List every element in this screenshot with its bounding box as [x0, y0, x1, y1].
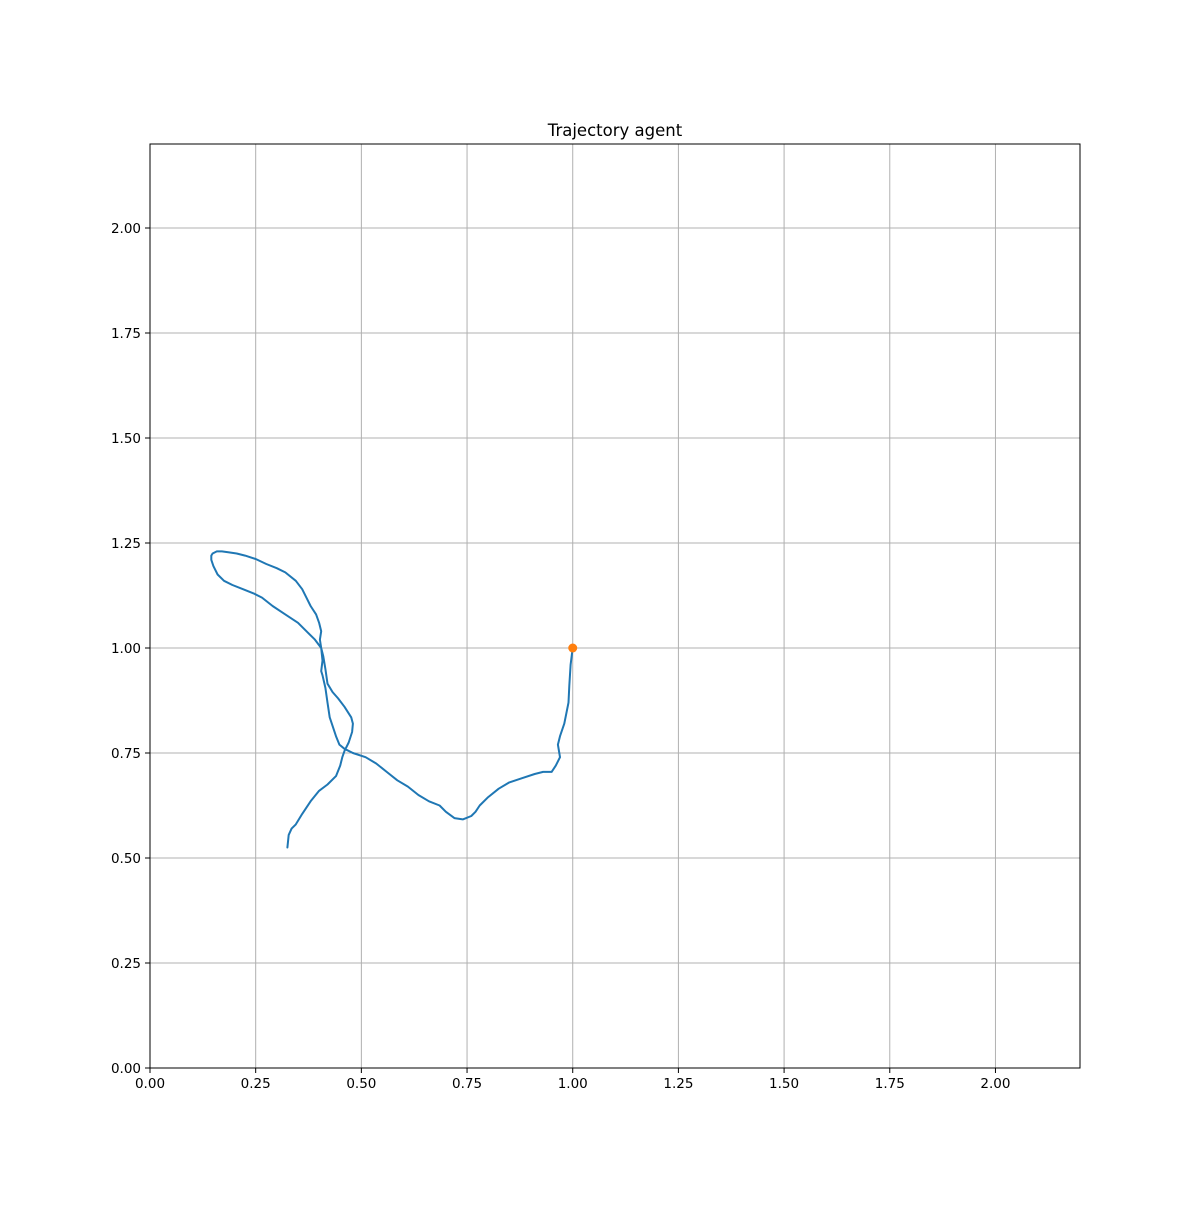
- y-tick-label: 0.50: [111, 851, 141, 867]
- chart-title: Trajectory agent: [547, 121, 683, 140]
- y-tick-label: 0.00: [111, 1061, 141, 1077]
- grid: [149, 144, 1080, 1069]
- y-tick-label: 1.50: [111, 431, 141, 447]
- axes-frame: [149, 143, 1081, 1069]
- x-tick-label: 1.75: [875, 1076, 905, 1092]
- x-tick-label: 0.50: [346, 1076, 376, 1092]
- x-tick-label: 2.00: [980, 1076, 1010, 1092]
- y-tick-label: 0.75: [111, 746, 141, 762]
- y-tick-label: 1.00: [111, 641, 141, 657]
- x-tick-label: 1.25: [663, 1076, 693, 1092]
- plot-data: [210, 550, 578, 849]
- y-tick-label: 2.00: [111, 221, 141, 237]
- x-tick-label: 0.25: [241, 1076, 271, 1092]
- ticks: 0.00 0.25 0.50 0.75 1.00 1.25 1.50 1.75 2.00 0.00…: [111, 221, 1011, 1092]
- trajectory-line: [210, 550, 574, 849]
- agent-position-point: [568, 643, 578, 653]
- y-tick-label: 0.25: [111, 956, 141, 972]
- x-tick-label: 0.75: [452, 1076, 482, 1092]
- x-tick-label: 1.50: [769, 1076, 799, 1092]
- x-tick-label: 0.00: [135, 1076, 165, 1092]
- y-tick-label: 1.75: [111, 326, 141, 342]
- x-tick-label: 1.00: [558, 1076, 588, 1092]
- y-tick-label: 1.25: [111, 536, 141, 552]
